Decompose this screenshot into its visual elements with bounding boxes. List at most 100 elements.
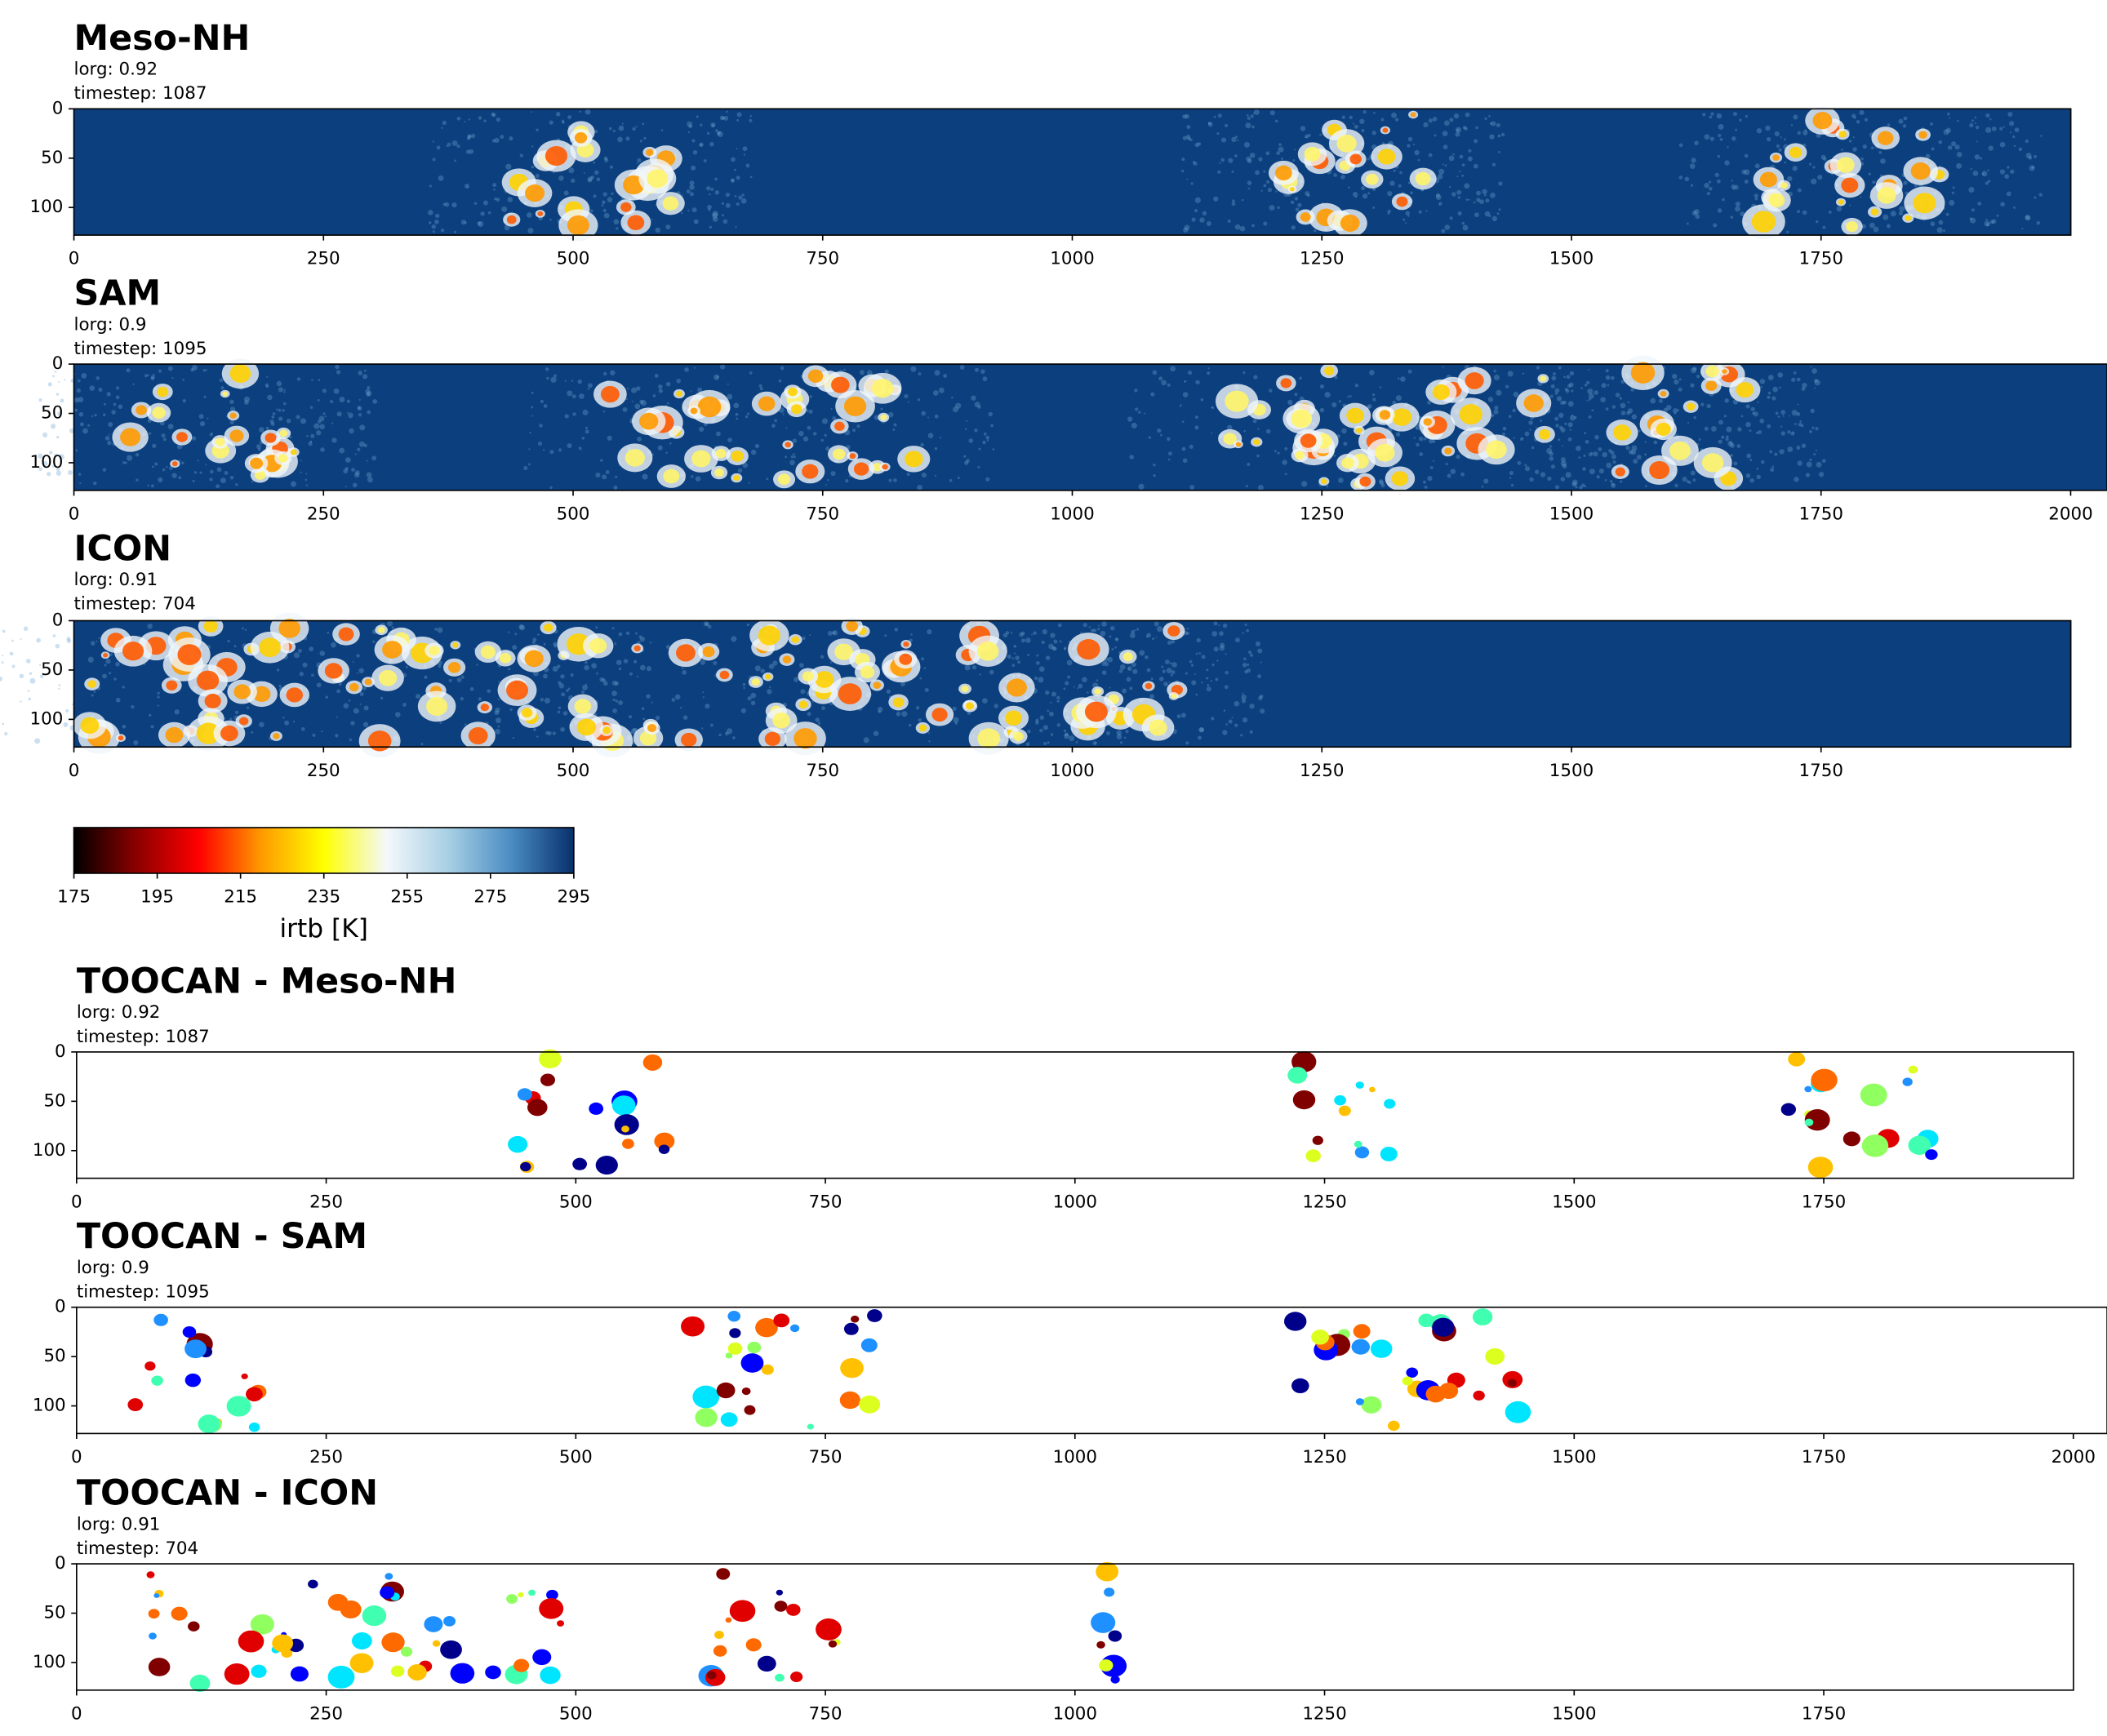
texture-speck	[1736, 202, 1740, 206]
cloud-core	[291, 449, 297, 455]
texture-speck	[357, 448, 360, 451]
texture-speck	[1702, 113, 1705, 116]
texture-speck	[348, 413, 353, 419]
cloud-core	[1145, 683, 1153, 690]
texture-speck	[87, 424, 90, 427]
texture-speck	[694, 367, 696, 369]
texture-speck	[310, 434, 314, 438]
cloud-core	[793, 728, 816, 748]
texture-speck	[827, 479, 829, 482]
cluster-blob	[506, 1594, 518, 1604]
texture-speck	[152, 465, 154, 468]
cluster-blob	[407, 1664, 426, 1681]
cloud-core	[1616, 468, 1625, 477]
texture-speck	[1319, 134, 1322, 136]
texture-speck	[717, 131, 721, 135]
texture-speck	[1129, 686, 1132, 690]
texture-speck	[760, 387, 763, 390]
x-tick-label: 0	[69, 761, 80, 781]
cloud-core	[1007, 678, 1027, 696]
texture-speck	[1498, 135, 1500, 137]
texture-speck	[1278, 143, 1282, 146]
texture-speck	[322, 388, 327, 393]
cloud-core	[1341, 457, 1354, 468]
texture-speck	[293, 721, 295, 722]
texture-speck	[1787, 430, 1790, 433]
texture-speck	[1498, 151, 1500, 153]
texture-speck	[220, 378, 224, 382]
cloud-core	[1841, 178, 1858, 193]
x-tick-label: 1500	[1549, 249, 1594, 269]
texture-speck	[560, 674, 564, 678]
texture-speck	[1218, 624, 1220, 626]
texture-speck	[210, 433, 213, 437]
texture-speck	[1869, 223, 1875, 229]
texture-speck	[122, 686, 125, 689]
cluster-blob	[726, 1618, 732, 1623]
texture-speck	[733, 403, 739, 409]
texture-speck	[1687, 422, 1689, 424]
texture-speck	[1709, 180, 1711, 183]
texture-speck	[1798, 404, 1799, 406]
y-tick-label: 100	[33, 1140, 66, 1161]
texture-speck	[1367, 404, 1372, 409]
texture-speck	[629, 673, 633, 676]
texture-speck	[1237, 140, 1238, 141]
texture-speck	[1260, 661, 1262, 663]
texture-speck	[1757, 128, 1763, 134]
texture-speck	[1815, 427, 1818, 430]
texture-speck	[1588, 369, 1589, 371]
texture-speck	[1606, 463, 1611, 468]
texture-speck	[1250, 730, 1253, 734]
colorbar-fill	[74, 828, 574, 873]
texture-speck	[1224, 709, 1226, 712]
cluster-blob	[513, 1658, 529, 1672]
texture-speck	[1269, 388, 1273, 393]
cloud-core	[799, 700, 808, 708]
cluster-blob	[730, 1600, 756, 1622]
texture-speck	[1456, 455, 1460, 459]
texture-speck	[1398, 377, 1400, 380]
texture-speck	[495, 729, 500, 735]
texture-speck	[543, 674, 548, 679]
texture-speck	[1568, 401, 1574, 406]
cloud-core	[1300, 433, 1317, 448]
cluster-blob	[171, 1607, 188, 1621]
texture-speck	[667, 402, 669, 405]
texture-speck	[989, 412, 993, 416]
texture-speck	[1198, 736, 1202, 740]
texture-speck	[294, 652, 300, 658]
texture-speck	[1389, 180, 1394, 185]
texture-speck	[769, 686, 771, 688]
texture-speck	[296, 415, 300, 419]
texture-speck	[309, 646, 313, 651]
texture-speck	[1410, 191, 1413, 194]
texture-speck	[1219, 631, 1224, 636]
texture-speck	[1679, 144, 1683, 148]
texture-speck	[178, 476, 181, 479]
texture-speck	[546, 377, 549, 380]
texture-speck	[520, 154, 523, 158]
texture-speck	[1197, 638, 1201, 642]
cluster-blob	[867, 1309, 882, 1322]
texture-speck	[24, 627, 28, 631]
texture-speck	[647, 666, 651, 671]
texture-speck	[735, 195, 737, 198]
cloud-core	[834, 422, 845, 431]
cloud-core	[278, 454, 288, 463]
texture-speck	[1550, 395, 1554, 398]
texture-speck	[256, 444, 261, 449]
texture-speck	[52, 375, 55, 377]
texture-speck	[1576, 446, 1581, 451]
cloud-core	[577, 718, 596, 735]
tick-label: 255	[390, 887, 424, 908]
texture-speck	[1782, 415, 1784, 416]
texture-speck	[1992, 127, 1997, 131]
texture-speck	[748, 696, 752, 700]
texture-speck	[1198, 727, 1204, 733]
cloud-core	[136, 405, 147, 415]
texture-speck	[1562, 464, 1567, 468]
texture-speck	[2000, 142, 2006, 148]
texture-speck	[613, 219, 619, 224]
cloud-core	[647, 724, 656, 732]
